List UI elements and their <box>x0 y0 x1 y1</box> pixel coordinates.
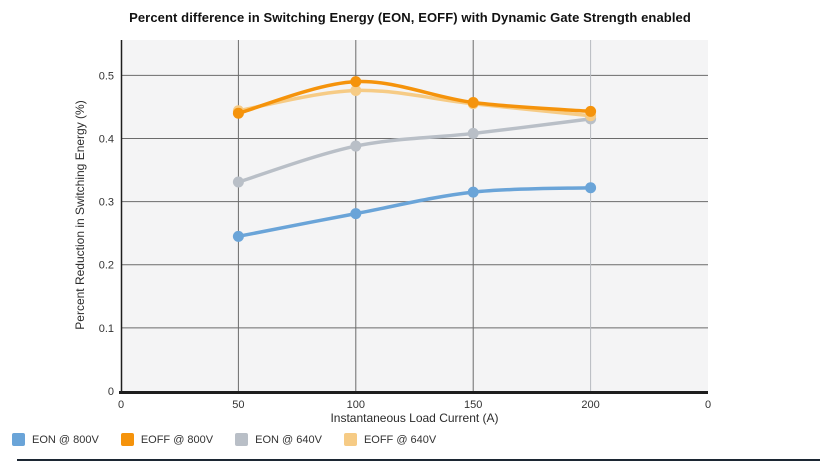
x-axis-title: Instantaneous Load Current (A) <box>330 411 499 425</box>
data-point <box>350 76 362 88</box>
series-line-eon-800v <box>236 185 593 239</box>
legend-item-eoff-800v[interactable]: EOFF @ 800V <box>120 433 214 446</box>
legend-swatch-icon <box>12 433 25 446</box>
data-point <box>232 176 244 188</box>
x-tick-label: 100 <box>347 399 365 411</box>
y-tick-label: 0.5 <box>99 70 114 82</box>
legend-swatch-icon <box>120 433 134 446</box>
data-point <box>467 127 479 139</box>
series-line-eon-640v <box>236 117 593 184</box>
data-point <box>467 186 479 198</box>
legend-label: EON @ 640V <box>255 433 322 446</box>
y-tick-label: 0.2 <box>99 260 114 272</box>
data-point <box>350 208 362 220</box>
legend-label: EOFF @ 640V <box>363 433 437 446</box>
y-axis-title: Percent Reduction in Switching Energy (%… <box>73 100 87 330</box>
data-point <box>232 107 244 119</box>
x-tick-label: 0 <box>118 399 124 411</box>
legend-label: EON @ 800V <box>32 433 99 446</box>
plot-area <box>121 40 708 391</box>
chart-legend: EON @ 800V EOFF @ 800V EON @ 640V EOFF @ 64… <box>12 433 436 446</box>
bottom-border-line <box>17 459 820 461</box>
legend-item-eon-800v[interactable]: EON @ 800V <box>12 433 99 446</box>
legend-swatch-icon <box>235 433 249 446</box>
x-tick-label: 200 <box>581 399 599 411</box>
data-point <box>350 85 362 97</box>
data-point <box>467 96 479 108</box>
data-point <box>585 182 597 194</box>
series-line-eoff-640v <box>236 88 593 118</box>
x-tick-label: 150 <box>464 399 482 411</box>
x-tick-label: 50 <box>232 399 244 411</box>
data-point <box>585 105 597 117</box>
y-tick-label: 0.3 <box>99 197 114 209</box>
y-tick-label: 0.4 <box>99 133 114 145</box>
y-tick-label: 0.1 <box>99 323 114 335</box>
data-point <box>232 230 244 242</box>
series-line-eoff-800v <box>236 79 593 115</box>
data-point <box>350 140 362 152</box>
legend-item-eon-640v[interactable]: EON @ 640V <box>235 433 322 446</box>
legend-item-eoff-640v[interactable]: EOFF @ 640V <box>343 433 437 446</box>
legend-label: EOFF @ 800V <box>140 433 214 446</box>
x-tick-label: 0 <box>705 399 711 411</box>
y-tick-label: 0 <box>108 386 114 398</box>
chart-title: Percent difference in Switching Energy (… <box>129 10 691 25</box>
legend-swatch-icon <box>343 433 357 446</box>
